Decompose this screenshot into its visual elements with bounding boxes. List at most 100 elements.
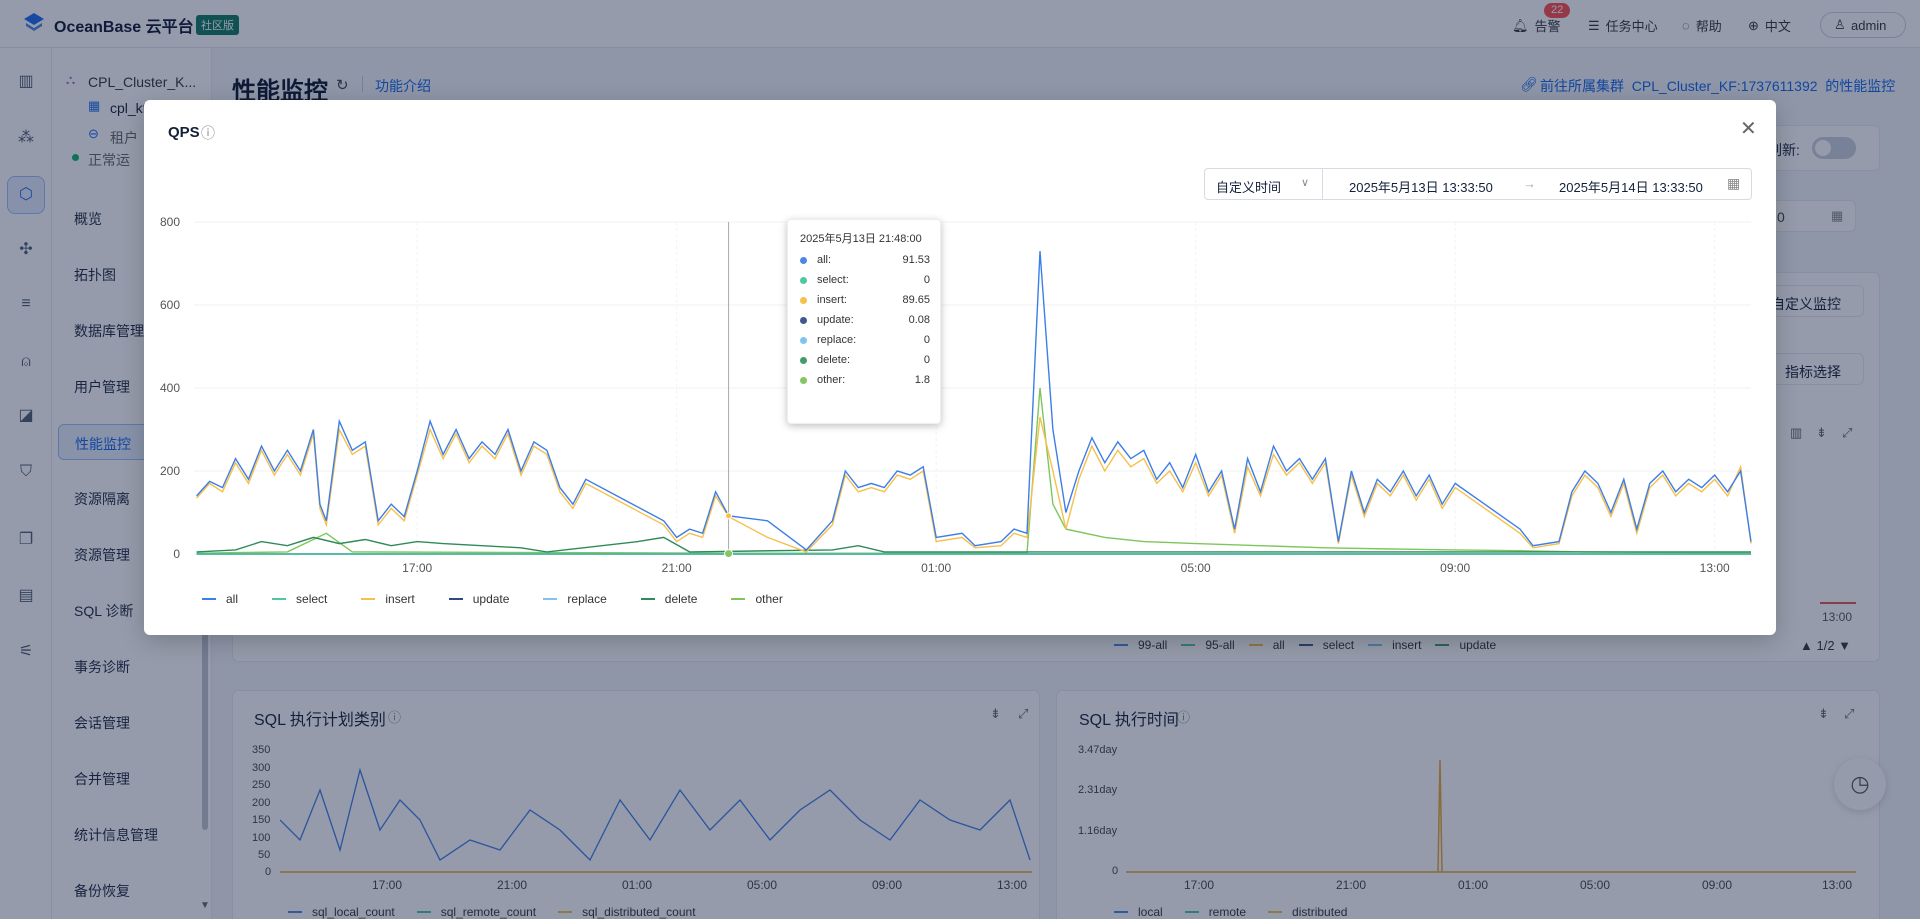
- help-menu[interactable]: ◌ 帮助: [1682, 18, 1722, 34]
- auto-refresh-toggle[interactable]: [1812, 137, 1856, 159]
- help-circle-icon[interactable]: ⓘ: [201, 125, 215, 141]
- subnav-overview[interactable]: 概览: [74, 211, 102, 227]
- range-picker-fragment[interactable]: 0 ▦: [1764, 200, 1856, 232]
- legend-item-select[interactable]: select: [272, 592, 327, 606]
- subnav-statistics[interactable]: 统计信息管理: [74, 827, 158, 843]
- tooltip-row: update: 0.08: [800, 314, 930, 326]
- cluster-name[interactable]: CPL_Cluster_K...: [88, 74, 197, 90]
- end-time-input[interactable]: 2025年5月14日 13:33:50: [1559, 180, 1703, 195]
- compare-icon[interactable]: ⇟: [1816, 425, 1827, 440]
- legend-item[interactable]: update: [1435, 638, 1496, 652]
- tenant-type: 租户: [110, 130, 138, 146]
- legend-item[interactable]: local: [1114, 905, 1163, 919]
- language-menu[interactable]: ⊕ 中文: [1748, 17, 1791, 35]
- tenant-icon[interactable]: ⬡: [7, 176, 45, 214]
- compare-icon[interactable]: ⇟: [1818, 706, 1829, 721]
- y-tick-label: 400: [160, 381, 180, 395]
- tasks-menu[interactable]: ☰ 任务中心: [1588, 17, 1658, 35]
- stack-icon[interactable]: ≡: [21, 295, 31, 312]
- intro-link[interactable]: 功能介绍: [375, 78, 431, 94]
- help-circle-icon[interactable]: ⓘ: [1177, 710, 1191, 725]
- plan-type-title: SQL 执行计划类别: [254, 712, 386, 729]
- shield-icon[interactable]: ⛉: [19, 463, 32, 480]
- close-icon[interactable]: ✕: [1740, 118, 1757, 140]
- chart-tooltip: 2025年5月13日 21:48:00 all: 91.53 select: 0 i…: [787, 219, 941, 424]
- subnav-topology[interactable]: 拓扑图: [74, 267, 116, 283]
- legend-item[interactable]: remote: [1184, 905, 1246, 919]
- tenant-name[interactable]: cpl_kf: [110, 100, 147, 116]
- compare-icon[interactable]: ⇟: [990, 706, 1001, 721]
- metric-select-button[interactable]: 指标选择: [1764, 353, 1864, 385]
- hover-marker: [725, 512, 733, 520]
- scroll-down-icon[interactable]: ▼: [200, 900, 210, 911]
- tooltip-row: replace: 0: [800, 334, 930, 346]
- legend-item-other[interactable]: other: [731, 592, 783, 606]
- copy-icon[interactable]: ❐: [18, 531, 34, 548]
- legend-item[interactable]: sql_local_count: [288, 905, 395, 919]
- top-bar: OceanBase 云平台 社区版 🔔︎ 告警 22 ☰ 任务中心 ◌ 帮助 ⊕ 中文 …: [0, 0, 1920, 48]
- subnav-sql-diagnosis[interactable]: SQL 诊断: [74, 603, 134, 619]
- history-clock-icon[interactable]: ◷: [1834, 758, 1886, 810]
- legend-label: update: [472, 592, 510, 606]
- x-tick-label: 01:00: [921, 561, 951, 575]
- legend-pager[interactable]: ▲ 1/2 ▼: [1800, 638, 1852, 653]
- monitor-icon[interactable]: ◪: [18, 407, 34, 424]
- y-tick-label: 200: [160, 464, 180, 478]
- legend-item-update[interactable]: update: [448, 592, 510, 606]
- legend-item[interactable]: sql_remote_count: [416, 905, 536, 919]
- subnav-backup[interactable]: 备份恢复: [74, 883, 130, 899]
- bar-chart-icon[interactable]: ▥: [18, 73, 34, 90]
- subnav-users[interactable]: 用户管理: [74, 379, 130, 395]
- topology-icon[interactable]: ✣: [19, 241, 33, 258]
- expand-icon[interactable]: ⤢: [1842, 425, 1853, 440]
- subnav-resource-management[interactable]: 资源管理: [74, 547, 130, 563]
- legend-item[interactable]: select: [1298, 638, 1354, 652]
- expand-icon[interactable]: ⤢: [1018, 706, 1029, 721]
- top-chart-legend: 99-all 95-all all select insert update: [1114, 638, 1496, 652]
- exec-time-legend: local remote distributed: [1114, 905, 1347, 919]
- legend-item[interactable]: insert: [1368, 638, 1421, 652]
- bell-icon: 🔔︎: [1512, 17, 1529, 33]
- document-icon[interactable]: ▤: [18, 587, 34, 604]
- subnav-merge[interactable]: 合并管理: [74, 771, 130, 787]
- custom-monitor-button[interactable]: 自定义监控: [1764, 285, 1864, 317]
- subnav-transaction-diagnosis[interactable]: 事务诊断: [74, 659, 130, 675]
- legend-item-insert[interactable]: insert: [361, 592, 415, 606]
- subnav-resource-isolation[interactable]: 资源隔离: [74, 491, 130, 507]
- subnav-sessions[interactable]: 会话管理: [74, 715, 130, 731]
- legend-label: delete: [664, 592, 698, 606]
- legend-item[interactable]: all: [1248, 638, 1285, 652]
- legend-item[interactable]: 95-all: [1181, 638, 1235, 652]
- time-mode-select[interactable]: 自定义时间 ∨: [1205, 169, 1323, 199]
- hover-marker: [724, 549, 734, 559]
- subnav-database[interactable]: 数据库管理: [74, 323, 144, 339]
- chevron-down-icon: ∨: [1301, 177, 1310, 189]
- help-circle-icon[interactable]: ⓘ: [388, 710, 402, 725]
- refresh-icon[interactable]: ↻: [336, 77, 349, 94]
- cluster-icon[interactable]: ⁂: [18, 129, 34, 146]
- threshold-line: [1820, 602, 1856, 604]
- legend-item-all[interactable]: all: [202, 592, 238, 606]
- start-time-input[interactable]: 2025年5月13日 13:33:50: [1349, 180, 1493, 195]
- tooltip-row: delete: 0: [800, 354, 930, 366]
- legend-item[interactable]: 99-all: [1114, 638, 1167, 652]
- alerts-menu[interactable]: 🔔︎ 告警: [1512, 17, 1561, 35]
- goto-cluster-link[interactable]: 前往所属集群 CPL_Cluster_KF:1737611392 的性能监控: [1540, 78, 1896, 94]
- alarm-icon[interactable]: ⍝: [21, 353, 31, 370]
- y-tick-label: 600: [160, 298, 180, 312]
- settings-sliders-icon[interactable]: ⚟: [18, 643, 34, 660]
- bar-chart-icon[interactable]: ▥: [1790, 425, 1803, 440]
- calendar-icon[interactable]: ▦: [1727, 175, 1741, 191]
- legend-item-replace[interactable]: replace: [543, 592, 607, 606]
- expand-icon[interactable]: ⤢: [1844, 706, 1855, 721]
- x-tick-label: 21:00: [662, 561, 692, 575]
- link-icon: 🔗︎: [1520, 76, 1538, 92]
- brand-name[interactable]: OceanBase 云平台: [54, 19, 194, 36]
- legend-item[interactable]: distributed: [1268, 905, 1347, 919]
- user-menu[interactable]: ♙ admin: [1820, 12, 1906, 38]
- legend-swatch: [272, 598, 287, 600]
- qps-chart[interactable]: 800 600 400 200 0 17:00 21:00 01:00 05:00 09:00 13…: [144, 214, 1776, 584]
- legend-item-delete[interactable]: delete: [640, 592, 698, 606]
- globe-icon: ⊕: [1748, 17, 1759, 33]
- legend-item[interactable]: sql_distributed_count: [558, 905, 696, 919]
